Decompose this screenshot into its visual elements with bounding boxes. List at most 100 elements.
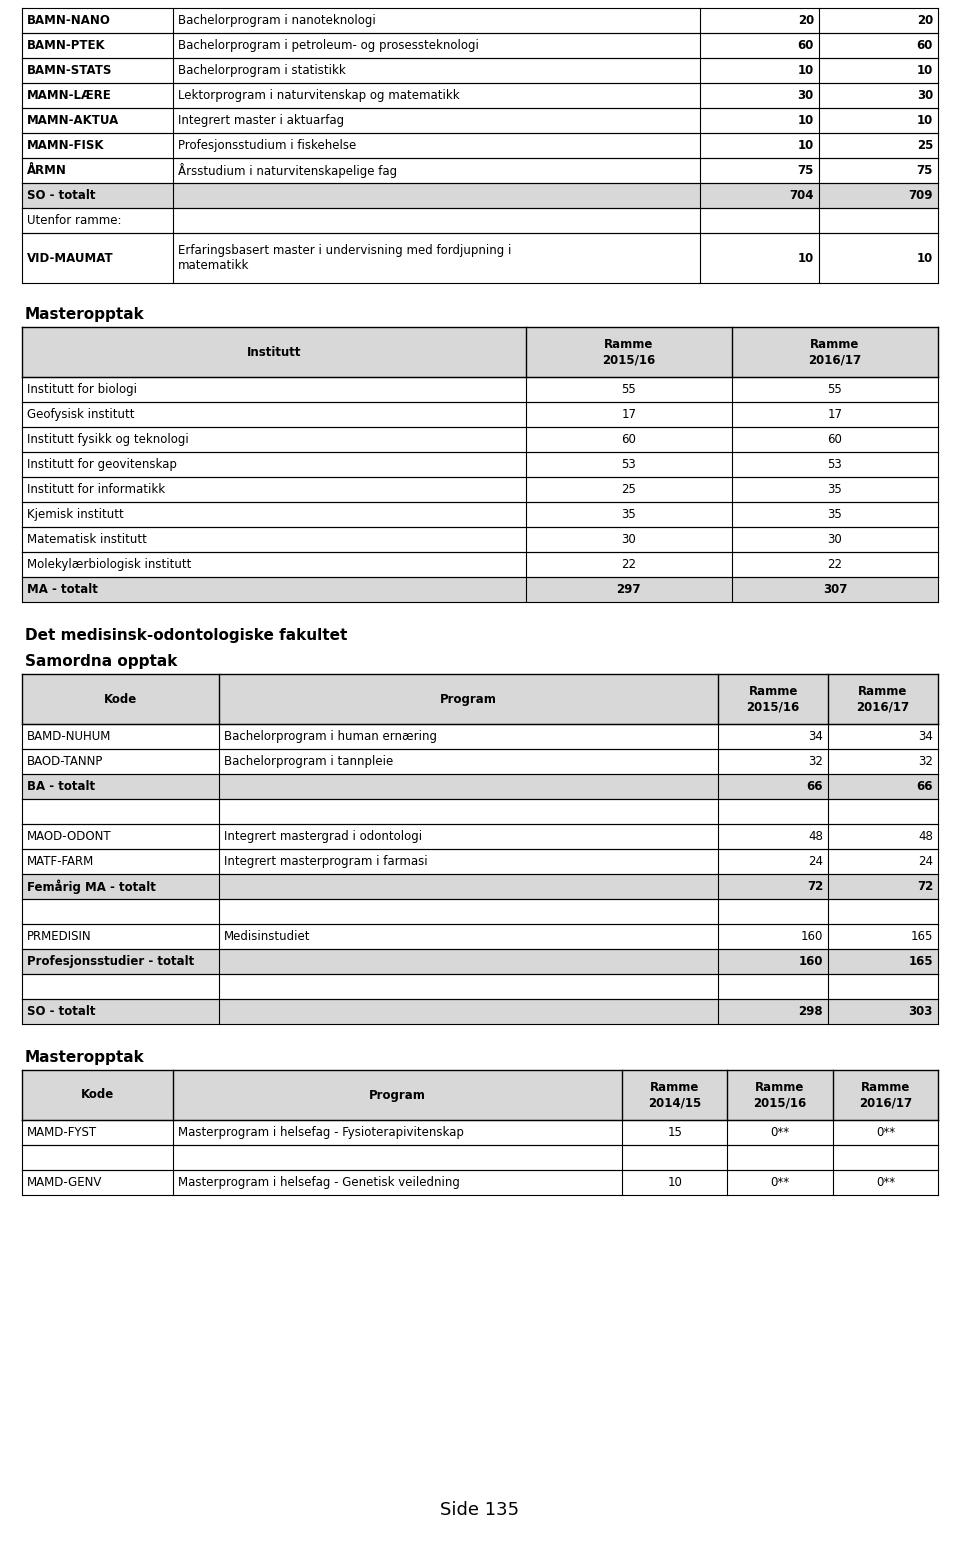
Text: 10: 10 [798,114,814,126]
Bar [22,108,938,133]
Text: 15: 15 [667,1126,683,1139]
Text: Institutt fysikk og teknologi: Institutt fysikk og teknologi [27,433,189,445]
Bar [22,749,938,774]
Bar [22,59,938,83]
Text: Kode: Kode [81,1088,114,1102]
Text: 25: 25 [621,482,636,496]
Text: Kjemisk institutt: Kjemisk institutt [27,509,124,521]
Text: BAMN-PTEK: BAMN-PTEK [27,39,106,52]
Bar [22,83,938,108]
Text: 72: 72 [806,880,823,892]
Text: SO - totalt: SO - totalt [27,1005,95,1019]
Text: 297: 297 [616,582,641,596]
Text: 48: 48 [808,831,823,843]
Text: 0**: 0** [771,1126,789,1139]
Text: 32: 32 [918,755,933,767]
Text: Institutt for informatikk: Institutt for informatikk [27,482,165,496]
Bar [22,1170,938,1194]
Bar [22,949,938,974]
Bar [22,849,938,874]
Text: MAMN-LÆRE: MAMN-LÆRE [27,89,111,102]
Text: 66: 66 [917,780,933,794]
Text: 165: 165 [908,955,933,968]
Text: 160: 160 [801,931,823,943]
Text: Ramme
2016/17: Ramme 2016/17 [808,337,861,367]
Text: Medisinstudiet: Medisinstudiet [224,931,310,943]
Text: 32: 32 [808,755,823,767]
Text: SO - totalt: SO - totalt [27,190,95,202]
Text: 60: 60 [621,433,636,445]
Text: Institutt for geovitenskap: Institutt for geovitenskap [27,458,177,472]
Text: 24: 24 [808,855,823,868]
Text: 20: 20 [917,14,933,28]
Text: Ramme
2016/17: Ramme 2016/17 [859,1080,912,1110]
Text: Bachelorprogram i human ernæring: Bachelorprogram i human ernæring [224,730,437,743]
Text: 303: 303 [908,1005,933,1019]
Bar [22,233,938,284]
Text: 22: 22 [828,558,843,572]
Bar [22,183,938,208]
Text: 10: 10 [798,139,814,153]
Text: MAMN-AKTUA: MAMN-AKTUA [27,114,119,126]
Text: BAMN-NANO: BAMN-NANO [27,14,110,28]
Text: Det medisinsk-odontologiske fakultet: Det medisinsk-odontologiske fakultet [25,629,348,643]
Text: Side 135: Side 135 [441,1501,519,1519]
Text: MAMD-GENV: MAMD-GENV [27,1176,103,1190]
Text: BA - totalt: BA - totalt [27,780,95,794]
Bar [22,133,938,159]
Text: 17: 17 [828,408,843,421]
Text: Masterprogram i helsefag - Fysioterapivitenskap: Masterprogram i helsefag - Fysioterapivi… [179,1126,464,1139]
Text: MATF-FARM: MATF-FARM [27,855,94,868]
Text: 160: 160 [799,955,823,968]
Text: 25: 25 [917,139,933,153]
Text: Lektorprogram i naturvitenskap og matematikk: Lektorprogram i naturvitenskap og matema… [179,89,460,102]
Text: 30: 30 [798,89,814,102]
Bar [22,502,938,527]
Text: Ramme
2015/16: Ramme 2015/16 [747,686,800,713]
Text: Ramme
2016/17: Ramme 2016/17 [856,686,910,713]
Text: 10: 10 [917,251,933,265]
Text: Geofysisk institutt: Geofysisk institutt [27,408,134,421]
Text: Utenfor ramme:: Utenfor ramme: [27,214,122,227]
Bar [22,925,938,949]
Bar [22,673,938,724]
Bar [22,527,938,552]
Text: 307: 307 [823,582,847,596]
Text: Molekylærbiologisk institutt: Molekylærbiologisk institutt [27,558,191,572]
Text: 0**: 0** [876,1126,895,1139]
Text: Ramme
2014/15: Ramme 2014/15 [648,1080,701,1110]
Text: 30: 30 [917,89,933,102]
Text: 10: 10 [798,65,814,77]
Text: 22: 22 [621,558,636,572]
Text: Institutt: Institutt [247,345,301,359]
Text: 53: 53 [621,458,636,472]
Bar [22,874,938,898]
Text: Bachelorprogram i statistikk: Bachelorprogram i statistikk [179,65,346,77]
Text: 35: 35 [828,482,842,496]
Bar [22,552,938,576]
Text: VID-MAUMAT: VID-MAUMAT [27,251,113,265]
Text: 10: 10 [798,251,814,265]
Text: Profesjonsstudier - totalt: Profesjonsstudier - totalt [27,955,194,968]
Text: Institutt for biologi: Institutt for biologi [27,384,137,396]
Text: 709: 709 [908,190,933,202]
Text: 20: 20 [798,14,814,28]
Bar [22,798,938,824]
Text: 10: 10 [667,1176,683,1190]
Bar [22,1120,938,1145]
Text: MAOD-ODONT: MAOD-ODONT [27,831,111,843]
Text: BAOD-TANNP: BAOD-TANNP [27,755,104,767]
Bar [22,724,938,749]
Text: 165: 165 [911,931,933,943]
Text: 75: 75 [798,163,814,177]
Text: Ramme
2015/16: Ramme 2015/16 [754,1080,806,1110]
Text: 60: 60 [917,39,933,52]
Text: Integrert master i aktuarfag: Integrert master i aktuarfag [179,114,345,126]
Text: 298: 298 [799,1005,823,1019]
Text: 34: 34 [808,730,823,743]
Text: 10: 10 [917,114,933,126]
Text: 55: 55 [828,384,842,396]
Text: 48: 48 [918,831,933,843]
Bar [22,774,938,798]
Text: 75: 75 [917,163,933,177]
